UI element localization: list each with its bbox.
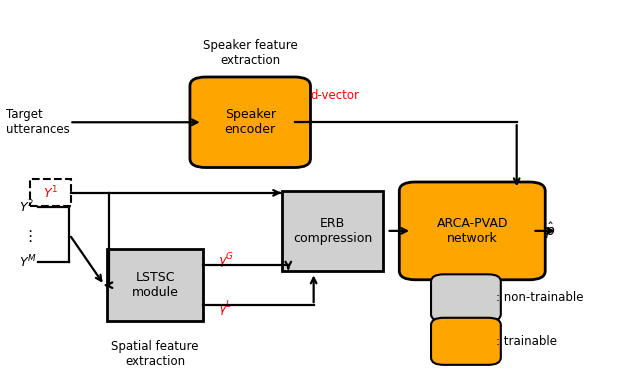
FancyBboxPatch shape xyxy=(108,249,203,322)
Text: LSTSC
module: LSTSC module xyxy=(132,271,179,299)
Text: $\gamma^L$: $\gamma^L$ xyxy=(218,299,233,319)
Text: ERB
compression: ERB compression xyxy=(293,217,372,245)
Text: Speaker feature
extraction: Speaker feature extraction xyxy=(203,40,298,68)
Text: $Y^M$: $Y^M$ xyxy=(19,253,36,270)
Text: Speaker
encoder: Speaker encoder xyxy=(225,108,276,136)
Text: $Y^1$: $Y^1$ xyxy=(43,185,58,201)
FancyBboxPatch shape xyxy=(399,182,545,280)
FancyBboxPatch shape xyxy=(431,274,501,322)
Text: $\gamma^G$: $\gamma^G$ xyxy=(218,252,235,272)
Text: $\hat{p}$: $\hat{p}$ xyxy=(545,221,556,241)
Text: ARCA-PVAD
network: ARCA-PVAD network xyxy=(436,217,508,245)
Text: : non-trainable: : non-trainable xyxy=(496,291,583,304)
Text: Target
utterances: Target utterances xyxy=(6,108,70,136)
Text: $Y^2$: $Y^2$ xyxy=(19,199,34,216)
Text: $\vdots$: $\vdots$ xyxy=(22,228,32,244)
Text: Spatial feature
extraction: Spatial feature extraction xyxy=(111,340,199,368)
FancyBboxPatch shape xyxy=(282,191,383,271)
FancyBboxPatch shape xyxy=(190,77,310,167)
Text: : trainable: : trainable xyxy=(496,335,557,348)
Bar xyxy=(29,179,71,206)
Text: d-vector: d-vector xyxy=(310,89,360,101)
FancyBboxPatch shape xyxy=(431,318,501,365)
